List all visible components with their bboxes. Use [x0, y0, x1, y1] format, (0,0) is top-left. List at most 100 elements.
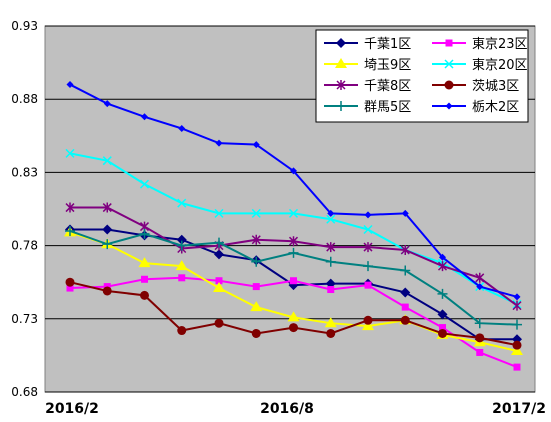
y-axis-ticks: 0.68 0.73 0.78 0.83 0.88 0.93: [11, 19, 38, 399]
data-point: [65, 225, 75, 236]
data-point: [252, 141, 260, 149]
data-point: [475, 272, 485, 283]
data-point: [175, 260, 188, 271]
data-point: [400, 244, 410, 255]
legend-item: 埼玉9区: [324, 58, 411, 73]
data-point: [476, 283, 484, 291]
data-point: [326, 328, 336, 338]
series-5: [65, 202, 522, 311]
data-point: [177, 198, 187, 208]
data-point: [176, 240, 187, 251]
data-point: [65, 202, 75, 213]
series-2: [66, 274, 521, 371]
data-point: [139, 179, 150, 189]
data-point: [513, 293, 521, 301]
y-tick-label: 0.68: [11, 385, 38, 399]
data-point: [439, 324, 446, 332]
data-point: [364, 281, 372, 289]
data-point: [251, 256, 262, 267]
data-point: [363, 315, 373, 325]
data-point: [214, 318, 224, 328]
data-point: [400, 265, 411, 276]
data-point: [102, 224, 113, 235]
data-point: [445, 39, 453, 47]
data-point: [401, 303, 409, 311]
data-point: [141, 113, 148, 121]
data-point: [474, 318, 485, 329]
data-point: [178, 124, 186, 132]
data-point: [251, 234, 261, 245]
x-tick-label: 2016/8: [260, 401, 314, 417]
legend-label: 埼玉9区: [364, 58, 411, 73]
data-point: [363, 261, 373, 272]
y-tick-label: 0.88: [11, 92, 38, 106]
data-point: [326, 214, 336, 224]
legend-label: 群馬5区: [364, 100, 411, 115]
data-point: [103, 100, 111, 108]
series-7: [65, 225, 522, 330]
series-layer: [64, 81, 523, 371]
data-point: [336, 101, 346, 111]
data-point: [214, 208, 224, 218]
data-point: [336, 38, 346, 48]
y-tick-label: 0.73: [11, 312, 38, 326]
legend-label: 東京23区: [472, 36, 528, 52]
data-point: [252, 283, 260, 291]
data-point: [511, 345, 523, 356]
gridlines: [45, 25, 535, 393]
data-point: [176, 234, 187, 245]
legend-item: 千葉8区: [324, 79, 411, 94]
legend-label: 東京20区: [472, 57, 528, 73]
data-point: [215, 139, 223, 147]
data-point: [102, 202, 112, 213]
data-point: [476, 348, 484, 356]
data-point: [178, 274, 186, 282]
x-tick-label: 2016/2: [45, 401, 99, 417]
data-point: [363, 224, 373, 235]
data-point: [364, 211, 372, 219]
data-point: [288, 236, 299, 247]
data-point: [326, 242, 336, 253]
data-point: [102, 286, 112, 296]
y-tick-label: 0.83: [11, 165, 38, 179]
data-point: [335, 58, 347, 68]
data-point: [140, 290, 149, 300]
legend-item: 群馬5区: [324, 100, 411, 115]
data-point: [513, 363, 521, 371]
x-tick-label: 2017/2: [492, 401, 546, 417]
data-point: [289, 323, 298, 333]
data-point: [438, 328, 447, 338]
data-point: [445, 102, 453, 110]
legend-label: 千葉8区: [364, 79, 411, 94]
data-point: [214, 249, 224, 260]
data-point: [251, 328, 261, 338]
data-point: [177, 326, 187, 336]
series-8: [66, 81, 521, 301]
data-point: [336, 80, 346, 90]
data-point: [250, 301, 263, 312]
data-point: [290, 277, 297, 285]
data-point: [102, 239, 113, 250]
data-point: [444, 80, 454, 90]
legend-item: 千葉1区: [324, 37, 411, 52]
data-point: [401, 209, 409, 217]
data-point: [439, 253, 446, 261]
data-point: [512, 340, 522, 350]
data-point: [512, 319, 522, 330]
y-tick-label: 0.93: [11, 19, 38, 33]
data-point: [139, 228, 150, 239]
data-point: [437, 261, 448, 272]
legend-label: 茨城3区: [472, 79, 519, 94]
legend-item: 茨城3区: [432, 79, 519, 94]
data-point: [290, 167, 297, 175]
data-point: [215, 277, 223, 285]
legend-item: 東京23区: [432, 36, 528, 52]
data-point: [65, 148, 75, 158]
data-point: [327, 209, 335, 217]
y-tick-label: 0.78: [11, 239, 38, 253]
data-point: [251, 208, 261, 218]
data-point: [214, 237, 224, 248]
data-point: [324, 317, 337, 328]
